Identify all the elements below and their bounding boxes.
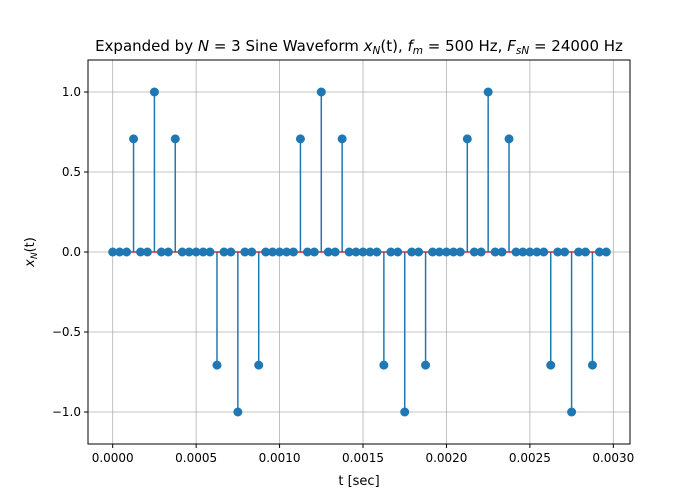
data-point-marker [414, 247, 424, 257]
data-point-marker [518, 247, 528, 257]
y-tick-label: −1.0 [52, 405, 81, 419]
data-point-marker [163, 247, 173, 257]
data-point-marker [309, 247, 319, 257]
data-point-marker [295, 134, 305, 144]
data-point-marker [455, 247, 465, 257]
data-point-marker [275, 247, 285, 257]
data-point-marker [337, 134, 347, 144]
data-point-marker [553, 247, 563, 257]
data-point-marker [351, 247, 361, 257]
data-point-marker [122, 247, 132, 257]
stem-markers [108, 87, 611, 417]
data-point-marker [567, 407, 577, 417]
data-point-marker [428, 247, 438, 257]
data-point-marker [587, 360, 597, 370]
x-tick-label: 0.0020 [425, 451, 467, 465]
data-point-marker [462, 134, 472, 144]
x-tick-label: 0.0005 [175, 451, 217, 465]
data-point-marker [386, 247, 396, 257]
data-point-marker [532, 247, 542, 257]
x-tick-label: 0.0010 [259, 451, 301, 465]
y-tick-label: 1.0 [62, 85, 81, 99]
data-point-marker [580, 247, 590, 257]
data-point-marker [448, 247, 458, 257]
data-point-marker [421, 360, 431, 370]
data-point-marker [344, 247, 354, 257]
data-point-marker [226, 247, 236, 257]
data-point-marker [594, 247, 604, 257]
data-point-marker [476, 247, 486, 257]
x-axis-label: t [sec] [338, 474, 379, 489]
data-point-marker [441, 247, 451, 257]
tick-labels: 0.0000 0.0005 0.0010 0.0015 0.0020 0.0025 0.00… [52, 85, 634, 465]
y-tick-label: 0.5 [62, 165, 81, 179]
data-point-marker [483, 87, 493, 97]
x-tick-label: 0.0015 [342, 451, 384, 465]
data-point-marker [108, 247, 118, 257]
data-point-marker [115, 247, 125, 257]
data-point-marker [302, 247, 312, 257]
data-point-marker [156, 247, 166, 257]
data-point-marker [177, 247, 187, 257]
data-point-marker [149, 87, 159, 97]
data-point-marker [434, 247, 444, 257]
tick-marks [84, 91, 614, 448]
data-point-marker [323, 247, 333, 257]
data-point-marker [191, 247, 201, 257]
data-point-marker [539, 247, 549, 257]
data-point-marker [129, 134, 139, 144]
data-point-marker [574, 247, 584, 257]
data-point-marker [316, 87, 326, 97]
data-point-marker [330, 247, 340, 257]
x-tick-label: 0.0025 [509, 451, 551, 465]
stem-lines [132, 92, 594, 412]
data-point-marker [525, 247, 535, 257]
data-point-marker [546, 360, 556, 370]
data-point-marker [504, 134, 514, 144]
data-point-marker [212, 360, 222, 370]
data-point-marker [288, 247, 298, 257]
data-point-marker [261, 247, 271, 257]
data-point-marker [511, 247, 521, 257]
data-point-marker [205, 247, 215, 257]
data-point-marker [601, 247, 611, 257]
data-point-marker [268, 247, 278, 257]
data-point-marker [282, 247, 292, 257]
data-point-marker [247, 247, 257, 257]
data-point-marker [469, 247, 479, 257]
data-point-marker [136, 247, 146, 257]
data-point-marker [142, 247, 152, 257]
data-point-marker [170, 134, 180, 144]
y-axis-label: xN(t) [23, 237, 40, 268]
x-tick-label: 0.0000 [92, 451, 134, 465]
data-point-marker [490, 247, 500, 257]
data-point-marker [400, 407, 410, 417]
y-tick-label: 0.0 [62, 245, 81, 259]
data-point-marker [497, 247, 507, 257]
data-point-marker [219, 247, 229, 257]
data-point-marker [560, 247, 570, 257]
data-point-marker [233, 407, 243, 417]
data-point-marker [379, 360, 389, 370]
x-tick-label: 0.0030 [592, 451, 634, 465]
data-point-marker [358, 247, 368, 257]
data-point-marker [365, 247, 375, 257]
y-tick-label: −0.5 [52, 325, 81, 339]
data-point-marker [254, 360, 264, 370]
data-point-marker [407, 247, 417, 257]
chart-title: Expanded by N = 3 Sine Waveform xN(t), f… [95, 37, 623, 57]
data-point-marker [198, 247, 208, 257]
data-point-marker [184, 247, 194, 257]
data-point-marker [393, 247, 403, 257]
data-point-marker [240, 247, 250, 257]
data-point-marker [372, 247, 382, 257]
